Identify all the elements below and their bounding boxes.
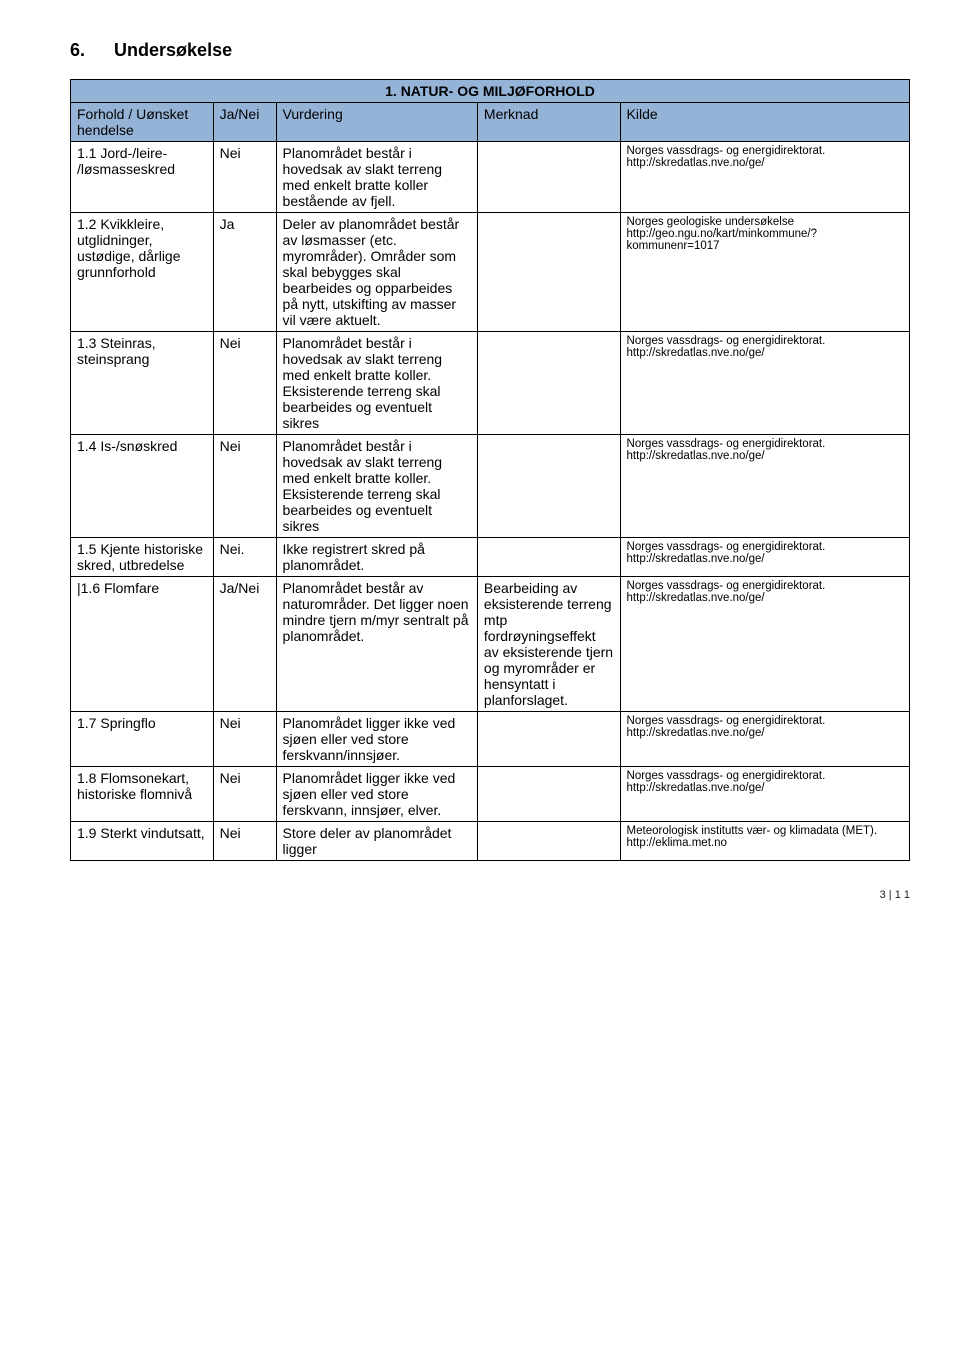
- cell-kilde: Meteorologisk institutts vær- og klimada…: [620, 822, 909, 861]
- cell-forhold: 1.7 Springflo: [71, 712, 214, 767]
- cell-janei: Nei: [213, 767, 276, 822]
- risk-table: 1. NATUR- OG MILJØFORHOLD Forhold / Uøns…: [70, 79, 910, 861]
- cell-janei: Nei: [213, 822, 276, 861]
- col-merknad: Merknad: [477, 103, 620, 142]
- table-row: 1.1 Jord-/leire- /løsmasseskredNeiPlanom…: [71, 142, 910, 213]
- cell-forhold: 1.8 Flomsonekart, historiske flomnivå: [71, 767, 214, 822]
- cell-forhold: 1.2 Kvikkleire, utglidninger, ustødige, …: [71, 213, 214, 332]
- cell-janei: Nei: [213, 142, 276, 213]
- table-row: 1.2 Kvikkleire, utglidninger, ustødige, …: [71, 213, 910, 332]
- cell-forhold: 1.1 Jord-/leire- /løsmasseskred: [71, 142, 214, 213]
- cell-kilde: Norges geologiske undersøkelse http://ge…: [620, 213, 909, 332]
- cell-vurdering: Planområdet ligger ikke ved sjøen eller …: [276, 767, 477, 822]
- table-row: 1.7 SpringfloNei Planområdet ligger ikke…: [71, 712, 910, 767]
- cell-forhold: 1.5 Kjente historiske skred, utbredelse: [71, 538, 214, 577]
- cell-merknad: [477, 767, 620, 822]
- cell-forhold: 1.9 Sterkt vindutsatt,: [71, 822, 214, 861]
- cell-kilde: Norges vassdrags- og energidirektorat. h…: [620, 142, 909, 213]
- cell-kilde: Norges vassdrags- og energidirektorat. h…: [620, 435, 909, 538]
- col-janei: Ja/Nei: [213, 103, 276, 142]
- cell-vurdering: Planområdet består av naturområder. Det …: [276, 577, 477, 712]
- cell-vurdering: Deler av planområdet består av løsmasser…: [276, 213, 477, 332]
- cell-vurdering: Planområdet består i hovedsak av slakt t…: [276, 142, 477, 213]
- cell-janei: Ja: [213, 213, 276, 332]
- col-kilde: Kilde: [620, 103, 909, 142]
- cell-vurdering: Planområdet består i hovedsak av slakt t…: [276, 332, 477, 435]
- cell-merknad: [477, 435, 620, 538]
- section-number: 6.: [70, 40, 85, 60]
- table-row: 1.3 Steinras, steinsprangNeiPlanområdet …: [71, 332, 910, 435]
- cell-janei: Nei: [213, 435, 276, 538]
- cell-kilde: Norges vassdrags- og energidirektorat. h…: [620, 538, 909, 577]
- cell-kilde: Norges vassdrags- og energidirektorat. h…: [620, 767, 909, 822]
- table-row: |1.6 FlomfareJa/NeiPlanområdet består av…: [71, 577, 910, 712]
- cell-kilde: Norges vassdrags- og energidirektorat. h…: [620, 712, 909, 767]
- cell-janei: Nei: [213, 332, 276, 435]
- table-row: 1.8 Flomsonekart, historiske flomnivåNei…: [71, 767, 910, 822]
- cell-vurdering: Planområdet ligger ikke ved sjøen eller …: [276, 712, 477, 767]
- cell-forhold: 1.4 Is-/snøskred: [71, 435, 214, 538]
- cell-janei: Ja/Nei: [213, 577, 276, 712]
- table-row: 1.9 Sterkt vindutsatt,Nei Store deler av…: [71, 822, 910, 861]
- section-heading: 6. Undersøkelse: [70, 40, 910, 61]
- cell-merknad: [477, 822, 620, 861]
- section-title: Undersøkelse: [114, 40, 232, 60]
- cell-merknad: [477, 213, 620, 332]
- cell-merknad: [477, 142, 620, 213]
- cell-merknad: [477, 712, 620, 767]
- cell-merknad: [477, 538, 620, 577]
- cell-vurdering: Ikke registrert skred på planområdet.: [276, 538, 477, 577]
- cell-forhold: |1.6 Flomfare: [71, 577, 214, 712]
- cell-janei: Nei.: [213, 538, 276, 577]
- page-footer: 3 | 1 1: [70, 889, 910, 901]
- cell-kilde: Norges vassdrags- og energidirektorat. h…: [620, 577, 909, 712]
- col-forhold: Forhold / Uønsket hendelse: [71, 103, 214, 142]
- cell-kilde: Norges vassdrags- og energidirektorat. h…: [620, 332, 909, 435]
- table-row: 1.4 Is-/snøskredNeiPlanområdet består i …: [71, 435, 910, 538]
- cell-janei: Nei: [213, 712, 276, 767]
- table-row: 1.5 Kjente historiske skred, utbredelseN…: [71, 538, 910, 577]
- col-vurdering: Vurdering: [276, 103, 477, 142]
- cell-vurdering: Planområdet består i hovedsak av slakt t…: [276, 435, 477, 538]
- cell-merknad: Bearbeiding av eksisterende terreng mtp …: [477, 577, 620, 712]
- table-banner: 1. NATUR- OG MILJØFORHOLD: [71, 80, 910, 103]
- cell-vurdering: Store deler av planområdet ligger: [276, 822, 477, 861]
- cell-merknad: [477, 332, 620, 435]
- cell-forhold: 1.3 Steinras, steinsprang: [71, 332, 214, 435]
